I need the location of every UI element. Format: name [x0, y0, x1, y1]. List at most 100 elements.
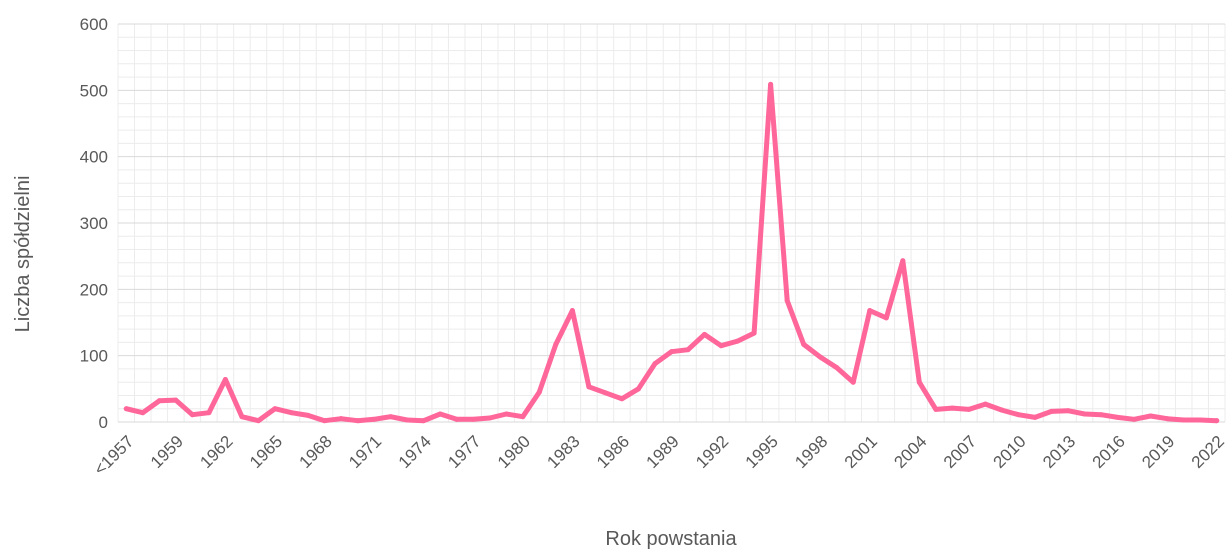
- data-point: [1164, 416, 1170, 422]
- data-point: [1065, 408, 1071, 414]
- data-point: [817, 354, 823, 360]
- data-point: [156, 398, 162, 404]
- data-point: [949, 405, 955, 411]
- data-point: [1181, 417, 1187, 423]
- data-point: [140, 410, 146, 416]
- data-point: [553, 341, 559, 347]
- data-point: [900, 258, 906, 264]
- data-point: [1098, 412, 1104, 418]
- data-point: [1148, 413, 1154, 419]
- data-point: [255, 418, 261, 424]
- data-point: [1214, 418, 1220, 424]
- x-tick-label: <1957: [90, 432, 137, 479]
- data-point: [355, 418, 361, 424]
- x-axis-ticks: <1957 1959 1962 1965 1968 1971 1974 1977 1980 198…: [90, 432, 1228, 479]
- data-point: [503, 411, 509, 417]
- data-point: [222, 377, 228, 383]
- data-point: [487, 415, 493, 421]
- x-tick-label: 1968: [296, 432, 336, 472]
- data-point: [586, 384, 592, 390]
- gridlines: [117, 23, 1226, 423]
- data-point: [768, 81, 774, 87]
- y-tick-label: 0: [99, 413, 108, 432]
- data-point: [338, 416, 344, 422]
- data-point: [404, 417, 410, 423]
- data-point: [371, 416, 377, 422]
- y-tick-label: 200: [80, 280, 108, 299]
- data-point: [272, 406, 278, 412]
- data-point: [784, 298, 790, 304]
- data-point: [123, 406, 129, 412]
- data-point: [569, 308, 575, 314]
- data-point: [305, 412, 311, 418]
- data-point: [322, 418, 328, 424]
- data-point: [1049, 408, 1055, 414]
- data-point: [173, 397, 179, 403]
- data-point: [966, 406, 972, 412]
- data-point: [288, 410, 294, 416]
- series-line: [123, 81, 1220, 424]
- data-point: [206, 410, 212, 416]
- x-tick-label: 1980: [494, 432, 534, 472]
- data-point: [454, 416, 460, 422]
- data-point: [702, 331, 708, 337]
- data-point: [388, 414, 394, 420]
- x-tick-label: 2016: [1089, 432, 1129, 472]
- x-tick-label: 1959: [147, 432, 187, 472]
- x-tick-label: 1995: [742, 432, 782, 472]
- data-point: [635, 386, 641, 392]
- data-point: [735, 338, 741, 344]
- y-axis-title: Liczba spółdzielni: [12, 176, 34, 333]
- x-tick-label: 2004: [890, 432, 930, 472]
- series-layer: [123, 81, 1220, 424]
- x-tick-label: 1989: [643, 432, 683, 472]
- data-point: [1082, 411, 1088, 417]
- data-point: [718, 343, 724, 349]
- data-point: [520, 414, 526, 420]
- data-point: [982, 401, 988, 407]
- y-tick-label: 600: [80, 15, 108, 34]
- x-tick-label: 1977: [444, 432, 484, 472]
- x-tick-label: 1992: [692, 432, 732, 472]
- x-tick-label: 1962: [196, 432, 236, 472]
- x-tick-label: 2013: [1039, 432, 1079, 472]
- data-point: [421, 418, 427, 424]
- data-point: [189, 412, 195, 418]
- data-point: [685, 347, 691, 353]
- data-point: [834, 365, 840, 371]
- x-tick-label: 1998: [791, 432, 831, 472]
- data-point: [470, 416, 476, 422]
- y-axis-ticks: 0 100 200 300 400 500 600: [80, 15, 108, 432]
- data-point: [536, 389, 542, 395]
- data-point: [751, 330, 757, 336]
- x-axis-title: Rok powstania: [605, 528, 737, 550]
- data-point: [867, 308, 873, 314]
- y-tick-label: 400: [80, 148, 108, 167]
- y-tick-label: 500: [80, 81, 108, 100]
- x-tick-label: 1971: [345, 432, 385, 472]
- data-point: [999, 407, 1005, 413]
- data-point: [437, 411, 443, 417]
- x-tick-label: 2022: [1188, 432, 1228, 472]
- x-tick-label: 2019: [1138, 432, 1178, 472]
- x-tick-label: 1965: [246, 432, 286, 472]
- x-tick-label: 2001: [841, 432, 881, 472]
- data-point: [1197, 417, 1203, 423]
- data-point: [916, 379, 922, 385]
- data-point: [1032, 414, 1038, 420]
- y-tick-label: 100: [80, 347, 108, 366]
- data-point: [652, 361, 658, 367]
- x-tick-label: 1986: [593, 432, 633, 472]
- x-tick-label: 1974: [395, 432, 435, 472]
- data-point: [1131, 416, 1137, 422]
- data-point: [850, 379, 856, 385]
- x-tick-label: 1983: [543, 432, 583, 472]
- x-tick-label: 2010: [990, 432, 1030, 472]
- data-point: [1115, 414, 1121, 420]
- data-point: [801, 341, 807, 347]
- x-tick-label: 2007: [940, 432, 980, 472]
- data-point: [602, 390, 608, 396]
- y-tick-label: 300: [80, 214, 108, 233]
- data-point: [1015, 412, 1021, 418]
